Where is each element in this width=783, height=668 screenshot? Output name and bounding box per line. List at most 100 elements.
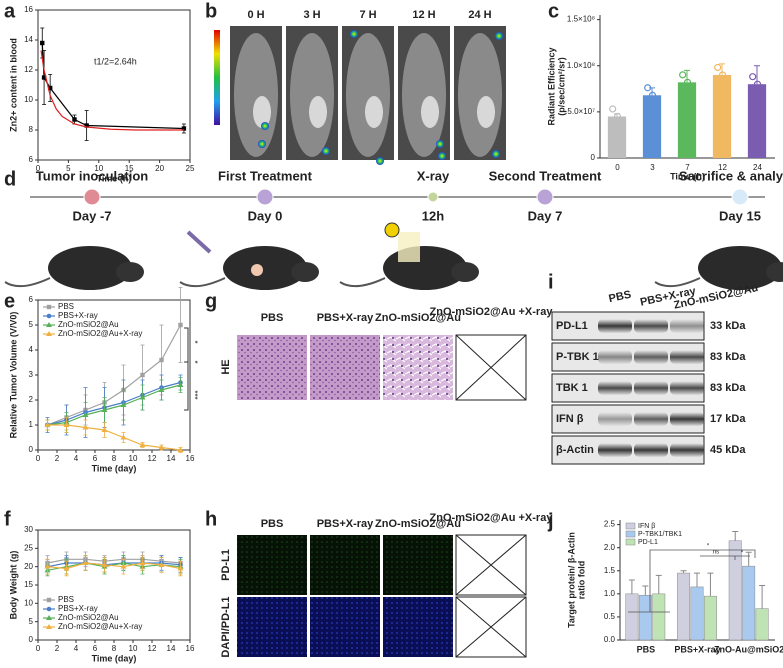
signal-spot xyxy=(495,32,503,40)
x-tick-label: 0 xyxy=(36,454,41,463)
marker xyxy=(41,75,47,80)
marker xyxy=(101,407,108,412)
x-tick-label: ZnO-Au@mSiO2 xyxy=(714,644,783,654)
y-axis-label: Body Weight (g) xyxy=(8,551,18,620)
if-image xyxy=(237,535,307,595)
y-tick-label: 0 xyxy=(591,153,596,162)
tumor xyxy=(477,96,495,128)
cross xyxy=(455,596,527,658)
row-label: PD-L1 xyxy=(220,549,232,581)
x-tick-label: 15 xyxy=(125,164,134,173)
legend-label: PBS+X-ray xyxy=(58,311,98,320)
size-label: 17 kDa xyxy=(710,413,746,425)
x-tick-label: PBS xyxy=(637,644,656,654)
column-label: PBS xyxy=(261,312,284,324)
marker xyxy=(44,422,51,427)
y-tick-label: 0.0 xyxy=(604,635,616,644)
data-dot xyxy=(618,120,626,128)
y-tick-label: 1.5 xyxy=(604,566,616,575)
error-bar xyxy=(745,551,752,567)
blot-band xyxy=(670,319,704,333)
time-label: 3 H xyxy=(303,9,320,21)
event-day: Day 7 xyxy=(528,208,563,223)
annotation: t1/2=2.64h xyxy=(94,56,137,66)
bar xyxy=(690,586,704,641)
x-tick-label: 10 xyxy=(129,454,138,463)
panel-label: i xyxy=(548,271,554,293)
bar xyxy=(742,565,756,641)
blot-band xyxy=(634,350,668,364)
marker xyxy=(120,434,127,440)
series-line xyxy=(47,562,181,568)
legend-label: ZnO-mSiO2@Au+X-ray xyxy=(58,329,142,338)
x-tick-label: 8 xyxy=(112,644,117,653)
marker xyxy=(101,561,108,567)
bar xyxy=(642,95,662,158)
data-dot xyxy=(753,80,762,88)
column-label: PBS xyxy=(261,518,284,530)
if-image xyxy=(310,535,380,595)
legend-label: PBS+X-ray xyxy=(58,604,98,613)
marker xyxy=(120,563,127,569)
marker xyxy=(101,427,108,432)
blot-band xyxy=(634,443,668,457)
timeline-node xyxy=(83,188,101,206)
mouse-tail xyxy=(654,277,701,288)
panel-label: e xyxy=(4,290,15,312)
size-label: 33 kDa xyxy=(710,320,746,332)
time-label: 12 H xyxy=(412,9,435,21)
if-image xyxy=(383,597,453,657)
blot-band xyxy=(670,350,704,364)
legend-swatch xyxy=(625,530,636,538)
y-tick-label: 0 xyxy=(29,635,34,644)
x-tick-label: 12 xyxy=(148,454,157,463)
x-tick-label: 3 xyxy=(650,163,655,172)
bar xyxy=(703,595,717,641)
mouse xyxy=(698,246,782,290)
blot-band xyxy=(598,350,632,364)
xray-beam xyxy=(398,232,420,262)
event-label: Sacrifice & analysis xyxy=(679,168,783,183)
y-tick-label: 1.0×10⁸ xyxy=(567,61,595,70)
y-tick-label: 30 xyxy=(24,525,33,534)
if-image xyxy=(310,597,380,657)
time-label: 7 H xyxy=(359,9,376,21)
marker xyxy=(177,447,184,452)
signal-spot xyxy=(261,122,269,130)
y-tick-label: 1.5×10⁸ xyxy=(567,15,595,24)
x-tick-label: 10 xyxy=(94,164,103,173)
bar xyxy=(677,572,691,641)
y-tick-label: 3 xyxy=(29,370,34,379)
marker xyxy=(158,444,165,450)
marker xyxy=(177,382,184,387)
y-tick-label: 10 xyxy=(24,598,33,607)
event-day: Day 15 xyxy=(719,208,761,223)
panel-label: b xyxy=(205,0,217,22)
signal-spot xyxy=(492,150,500,158)
y-tick-label: 2 xyxy=(29,395,34,404)
legend-label: PD-L1 xyxy=(638,539,658,546)
data-dot xyxy=(613,112,622,121)
significance: * xyxy=(190,360,199,363)
marker xyxy=(120,402,127,407)
protein-label: TBK 1 xyxy=(556,382,588,394)
data-dot xyxy=(679,71,687,79)
series-line xyxy=(47,384,181,426)
y-tick-label: 5 xyxy=(29,320,34,329)
error-bar xyxy=(732,531,739,541)
x-tick-label: 0 xyxy=(615,163,620,172)
marker xyxy=(82,424,89,430)
protein-label: β-Actin xyxy=(556,444,594,456)
x-axis-label: Time (day) xyxy=(92,653,137,663)
blot-band xyxy=(670,443,704,457)
x-tick-label: 24 xyxy=(753,163,762,172)
size-label: 45 kDa xyxy=(710,444,746,456)
timeline-node xyxy=(731,188,749,206)
legend-label: ZnO-mSiO2@Au xyxy=(58,613,119,622)
column-label: PBS xyxy=(608,289,633,305)
x-tick-label: 10 xyxy=(129,644,138,653)
y-tick-label: 15 xyxy=(24,580,33,589)
timeline-node xyxy=(427,191,439,203)
column-label: ZnO-mSiO2@Au +X-ray xyxy=(430,512,554,524)
blot-band xyxy=(598,443,632,457)
